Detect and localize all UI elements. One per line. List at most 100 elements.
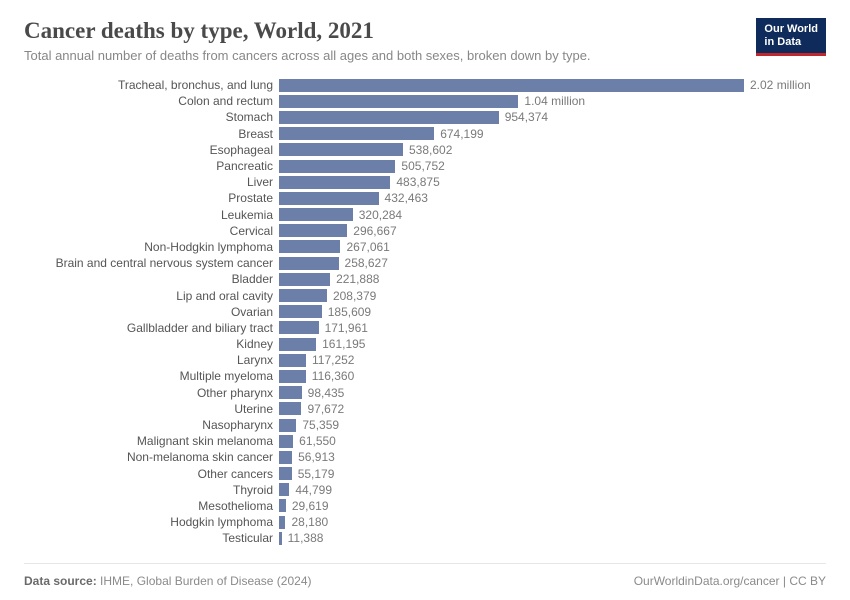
bar-area: 28,180	[279, 514, 826, 530]
bar-area: 1.04 million	[279, 93, 826, 109]
bar-area: 117,252	[279, 352, 826, 368]
bar	[279, 224, 347, 237]
bar-area: 674,199	[279, 126, 826, 142]
bar-row: Mesothelioma29,619	[24, 498, 826, 514]
bar-area: 97,672	[279, 401, 826, 417]
bar-label: Non-melanoma skin cancer	[24, 450, 279, 464]
bar-row: Larynx117,252	[24, 352, 826, 368]
bar-row: Esophageal538,602	[24, 142, 826, 158]
bar-value: 296,667	[353, 224, 396, 238]
bar	[279, 79, 744, 92]
owid-logo: Our World in Data	[756, 18, 826, 56]
bar-value: 258,627	[345, 256, 388, 270]
bar-label: Testicular	[24, 531, 279, 545]
bar	[279, 402, 301, 415]
bar-row: Cervical 296,667	[24, 223, 826, 239]
bar-value: 55,179	[298, 467, 335, 481]
bar	[279, 273, 330, 286]
bar	[279, 451, 292, 464]
chart-container: Cancer deaths by type, World, 2021 Total…	[0, 0, 850, 600]
bar-row: Other pharynx 98,435	[24, 385, 826, 401]
bar-area: 29,619	[279, 498, 826, 514]
bar-value: 483,875	[396, 175, 439, 189]
bar-row: Other cancers 55,179	[24, 466, 826, 482]
bar-area: 208,379	[279, 287, 826, 303]
bar	[279, 354, 306, 367]
bar-label: Hodgkin lymphoma	[24, 515, 279, 529]
bar-value: 11,388	[288, 531, 324, 545]
bar	[279, 467, 292, 480]
bar-label: Uterine	[24, 402, 279, 416]
bar-area: 2.02 million	[279, 77, 826, 93]
bar-label: Prostate	[24, 191, 279, 205]
bar-value: 1.04 million	[524, 94, 585, 108]
bar-label: Larynx	[24, 353, 279, 367]
bar-label: Nasopharynx	[24, 418, 279, 432]
bar-area: 505,752	[279, 158, 826, 174]
chart-title: Cancer deaths by type, World, 2021	[24, 18, 591, 44]
bar-label: Non-Hodgkin lymphoma	[24, 240, 279, 254]
bar	[279, 419, 296, 432]
bar	[279, 499, 286, 512]
bar-value: 75,359	[302, 418, 339, 432]
source-label: Data source:	[24, 574, 97, 588]
bar-row: Uterine97,672	[24, 401, 826, 417]
bar-row: Prostate432,463	[24, 190, 826, 206]
source-text: IHME, Global Burden of Disease (2024)	[100, 574, 311, 588]
bar-area: 44,799	[279, 482, 826, 498]
bar-row: Pancreatic505,752	[24, 158, 826, 174]
bar	[279, 305, 322, 318]
bar-label: Malignant skin melanoma	[24, 434, 279, 448]
bar-value: 29,619	[292, 499, 329, 513]
bar-area: 538,602	[279, 142, 826, 158]
bar-label: Other pharynx	[24, 386, 279, 400]
bar-row: Non-melanoma skin cancer56,913	[24, 449, 826, 465]
bar-area: 258,627	[279, 255, 826, 271]
bar-value: 171,961	[325, 321, 368, 335]
bar-value: 267,061	[346, 240, 389, 254]
bar	[279, 532, 282, 545]
bar-label: Ovarian	[24, 305, 279, 319]
bar	[279, 127, 434, 140]
bar	[279, 95, 518, 108]
bar	[279, 176, 390, 189]
bar-row: Liver 483,875	[24, 174, 826, 190]
bar-value: 161,195	[322, 337, 365, 351]
bar-label: Lip and oral cavity	[24, 289, 279, 303]
bar-label: Tracheal, bronchus, and lung	[24, 78, 279, 92]
bar-label: Cervical	[24, 224, 279, 238]
bar	[279, 111, 499, 124]
bar-area: 55,179	[279, 466, 826, 482]
bar	[279, 435, 293, 448]
bar-row: Tracheal, bronchus, and lung 2.02 million	[24, 77, 826, 93]
bar-row: Bladder221,888	[24, 271, 826, 287]
bar-area: 116,360	[279, 368, 826, 384]
bar-value: 98,435	[308, 386, 345, 400]
bar-row: Brain and central nervous system cancer 2…	[24, 255, 826, 271]
bar-row: Thyroid44,799	[24, 482, 826, 498]
bar-value: 116,360	[312, 369, 355, 383]
chart-subtitle: Total annual number of deaths from cance…	[24, 48, 591, 63]
bar-label: Other cancers	[24, 467, 279, 481]
bar-row: Multiple myeloma 116,360	[24, 368, 826, 384]
bar-area: 98,435	[279, 385, 826, 401]
bar-label: Leukemia	[24, 208, 279, 222]
data-source: Data source: IHME, Global Burden of Dise…	[24, 574, 311, 588]
bar-label: Multiple myeloma	[24, 369, 279, 383]
bar-row: Gallbladder and biliary tract171,961	[24, 320, 826, 336]
bar-value: 44,799	[295, 483, 332, 497]
bar-area: 61,550	[279, 433, 826, 449]
bar-area: 296,667	[279, 223, 826, 239]
bar-row: Colon and rectum1.04 million	[24, 93, 826, 109]
bar	[279, 338, 316, 351]
header: Cancer deaths by type, World, 2021 Total…	[24, 18, 826, 63]
bar-label: Brain and central nervous system cancer	[24, 256, 279, 270]
bar-area: 483,875	[279, 174, 826, 190]
bar-value: 221,888	[336, 272, 379, 286]
bar-label: Pancreatic	[24, 159, 279, 173]
footer: Data source: IHME, Global Burden of Dise…	[24, 563, 826, 588]
bar-row: Testicular 11,388	[24, 530, 826, 546]
bar-value: 2.02 million	[750, 78, 811, 92]
bar-chart: Tracheal, bronchus, and lung 2.02 million…	[24, 77, 826, 555]
bar-label: Liver	[24, 175, 279, 189]
